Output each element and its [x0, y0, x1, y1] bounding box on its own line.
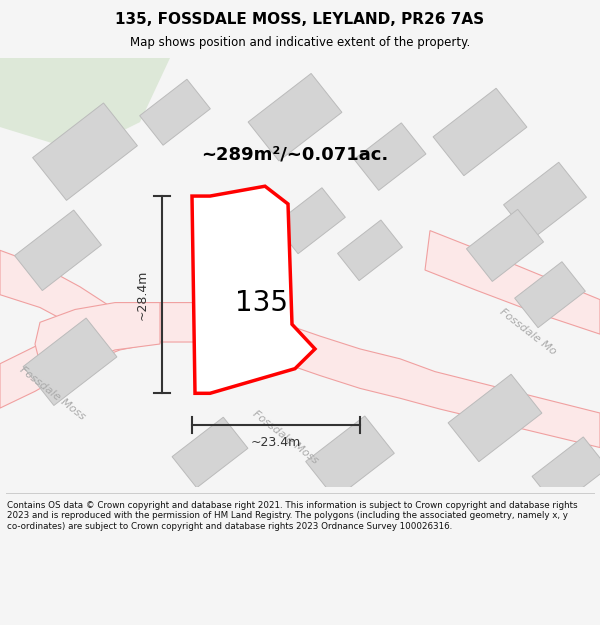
Polygon shape [140, 79, 211, 145]
Polygon shape [32, 103, 137, 201]
Text: ~289m²/~0.071ac.: ~289m²/~0.071ac. [202, 146, 389, 164]
Text: 135: 135 [235, 289, 289, 317]
Polygon shape [248, 74, 342, 161]
Polygon shape [0, 58, 170, 152]
Polygon shape [14, 210, 101, 291]
Text: ~28.4m: ~28.4m [136, 269, 149, 320]
Polygon shape [433, 88, 527, 176]
Polygon shape [515, 262, 586, 328]
Polygon shape [532, 437, 600, 508]
Polygon shape [503, 162, 586, 240]
Polygon shape [0, 302, 600, 448]
Polygon shape [192, 186, 315, 393]
Polygon shape [354, 123, 426, 191]
Polygon shape [466, 209, 544, 281]
Text: ~23.4m: ~23.4m [251, 436, 301, 449]
Text: Map shows position and indicative extent of the property.: Map shows position and indicative extent… [130, 36, 470, 49]
Polygon shape [338, 220, 403, 281]
Polygon shape [425, 231, 600, 334]
Polygon shape [23, 318, 117, 406]
Text: Fossdale Moss: Fossdale Moss [250, 409, 320, 466]
Text: Contains OS data © Crown copyright and database right 2021. This information is : Contains OS data © Crown copyright and d… [7, 501, 578, 531]
Polygon shape [448, 374, 542, 462]
Polygon shape [35, 302, 160, 366]
Polygon shape [305, 416, 394, 499]
Polygon shape [172, 418, 248, 488]
Polygon shape [0, 250, 115, 344]
Polygon shape [275, 188, 346, 254]
Text: Fossdale Moss: Fossdale Moss [17, 365, 86, 422]
Text: Fossdale Mo: Fossdale Mo [498, 307, 558, 358]
Text: 135, FOSSDALE MOSS, LEYLAND, PR26 7AS: 135, FOSSDALE MOSS, LEYLAND, PR26 7AS [115, 12, 485, 27]
